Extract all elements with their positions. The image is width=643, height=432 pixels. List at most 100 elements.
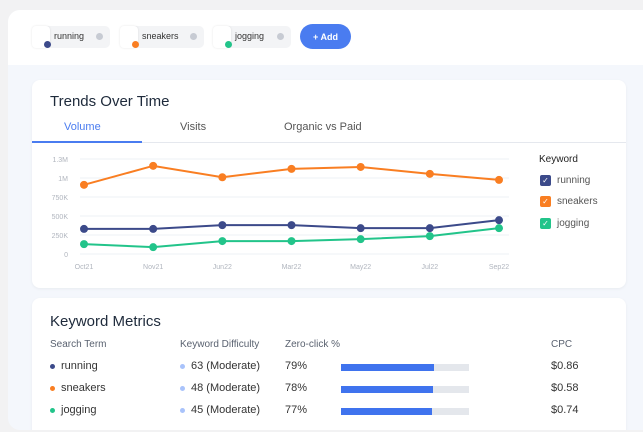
chip-label: sneakers [142, 31, 179, 41]
data-point-running[interactable] [149, 224, 158, 233]
chip-label: running [54, 31, 85, 41]
zero-click-value: 78% [285, 382, 308, 394]
add-keyword-button[interactable]: + Add [300, 24, 351, 49]
header-cpc: CPC [551, 339, 573, 350]
x-tick-label: Sep22 [489, 264, 509, 271]
color-dot-icon [44, 41, 51, 48]
color-dot-icon [225, 41, 232, 48]
legend-item-running[interactable]: ✓ running [540, 175, 590, 186]
search-term[interactable]: running [61, 360, 98, 372]
difficulty-value: 45 (Moderate) [191, 404, 261, 416]
metrics-card: Keyword Metrics Search Term Keyword Diff… [32, 298, 626, 430]
remove-icon[interactable] [96, 33, 103, 40]
data-point-jogging[interactable] [149, 243, 158, 252]
x-tick-label: May22 [350, 264, 371, 271]
tab-organic-vs-paid[interactable]: Organic vs Paid [284, 121, 362, 133]
data-point-sneakers[interactable] [356, 162, 365, 171]
volume-line-chart: 0 250K 500K 750K 1M 1.3M Oct21 Nov21 Jun22 Mar22 M… [52, 157, 510, 271]
data-point-sneakers[interactable] [218, 173, 227, 182]
zero-click-value: 77% [285, 404, 308, 416]
difficulty-dot-icon [180, 385, 185, 391]
trends-title: Trends Over Time [50, 93, 170, 110]
zero-click-bar-fill [341, 386, 433, 393]
zero-click-bar [341, 364, 469, 371]
data-point-sneakers[interactable] [495, 175, 503, 184]
search-term[interactable]: sneakers [61, 382, 106, 394]
data-point-running[interactable] [218, 221, 227, 230]
data-point-running[interactable] [287, 221, 296, 230]
trends-card: Trends Over Time Volume Visits Organic v… [32, 80, 626, 288]
search-term[interactable]: jogging [61, 404, 97, 416]
legend-label: jogging [557, 218, 590, 229]
keyword-chip-jogging[interactable]: jogging [213, 26, 291, 48]
metrics-title: Keyword Metrics [50, 313, 161, 330]
x-tick-label: Mar22 [282, 264, 302, 271]
header-keyword-difficulty: Keyword Difficulty [180, 339, 260, 350]
remove-icon[interactable] [277, 33, 284, 40]
legend-item-sneakers[interactable]: ✓ sneakers [540, 196, 598, 207]
difficulty-cell: 63 (Moderate) [180, 360, 260, 372]
y-tick-label: 500K [52, 214, 69, 221]
zero-click-bar-fill [341, 408, 432, 415]
tab-divider [32, 142, 626, 143]
data-point-jogging[interactable] [425, 232, 434, 241]
search-term-cell: running [50, 360, 98, 372]
zero-click-bar-fill [341, 364, 435, 371]
data-point-sneakers[interactable] [425, 169, 434, 178]
data-point-running[interactable] [495, 216, 503, 225]
y-tick-label: 1.3M [52, 157, 68, 164]
data-point-running[interactable] [356, 224, 365, 233]
keyword-chip-running[interactable]: running [32, 26, 110, 48]
x-tick-label: Jul22 [421, 264, 438, 271]
data-point-running[interactable] [80, 224, 88, 233]
cpc-value: $0.74 [551, 404, 579, 416]
data-point-jogging[interactable] [218, 237, 227, 246]
difficulty-cell: 45 (Moderate) [180, 404, 260, 416]
x-tick-label: Jun22 [213, 264, 232, 271]
zero-click-value: 79% [285, 360, 308, 372]
legend-label: sneakers [557, 196, 598, 207]
cpc-value: $0.86 [551, 360, 579, 372]
y-tick-label: 0 [64, 252, 68, 259]
keyword-chip-sneakers[interactable]: sneakers [120, 26, 204, 48]
data-point-running[interactable] [425, 224, 434, 233]
app-window: running sneakers jogging + Add Trends Ov… [8, 10, 643, 430]
zero-click-bar [341, 386, 469, 393]
chip-label: jogging [235, 31, 265, 41]
data-point-jogging[interactable] [495, 224, 503, 233]
legend-label: running [557, 175, 591, 186]
checkbox-icon[interactable]: ✓ [540, 175, 551, 186]
zero-click-bar [341, 408, 469, 415]
difficulty-cell: 48 (Moderate) [180, 382, 260, 394]
data-point-jogging[interactable] [80, 240, 88, 249]
legend-title: Keyword [539, 154, 578, 165]
y-tick-label: 750K [52, 195, 69, 202]
remove-icon[interactable] [190, 33, 197, 40]
legend-item-jogging[interactable]: ✓ jogging [540, 218, 589, 229]
color-dot-icon [50, 407, 55, 413]
difficulty-dot-icon [180, 407, 185, 413]
search-term-cell: jogging [50, 404, 96, 416]
x-tick-label: Nov21 [143, 264, 163, 271]
tab-volume[interactable]: Volume [64, 121, 101, 133]
difficulty-value: 63 (Moderate) [191, 360, 261, 372]
color-dot-icon [50, 363, 55, 369]
keyword-bar: running sneakers jogging + Add [8, 10, 643, 65]
data-point-sneakers[interactable] [80, 180, 88, 189]
header-search-term: Search Term [50, 339, 107, 350]
difficulty-value: 48 (Moderate) [191, 382, 261, 394]
cpc-value: $0.58 [551, 382, 579, 394]
y-tick-label: 1M [58, 176, 68, 183]
data-point-sneakers[interactable] [287, 164, 296, 173]
data-point-jogging[interactable] [356, 235, 365, 244]
data-point-sneakers[interactable] [149, 161, 158, 170]
header-zero-click: Zero-click % [285, 339, 341, 350]
x-tick-label: Oct21 [75, 264, 94, 271]
color-dot-icon [50, 385, 55, 391]
tab-visits[interactable]: Visits [180, 121, 207, 133]
checkbox-icon[interactable]: ✓ [540, 218, 551, 229]
checkbox-icon[interactable]: ✓ [540, 196, 551, 207]
active-tab-indicator [32, 141, 142, 143]
data-point-jogging[interactable] [287, 237, 296, 246]
y-tick-label: 250K [52, 233, 69, 240]
